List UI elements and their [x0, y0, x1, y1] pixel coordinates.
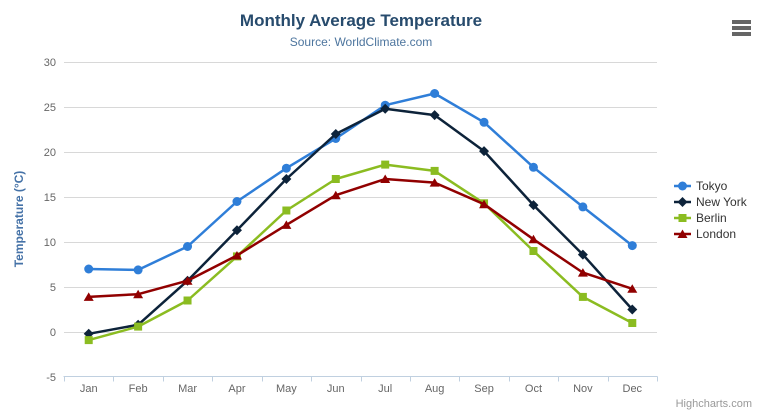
- data-point-marker[interactable]: [429, 178, 440, 187]
- data-point-marker[interactable]: [183, 296, 192, 305]
- x-axis-tick-label: Sep: [474, 383, 494, 395]
- series-line: [87, 163, 634, 342]
- data-point-marker[interactable]: [577, 249, 588, 260]
- data-point-marker[interactable]: [281, 174, 292, 184]
- legend-item-new-york[interactable]: New York: [674, 194, 747, 210]
- legend: Tokyo New York Berlin London: [674, 178, 747, 242]
- diamond-legend-icon: [674, 197, 691, 207]
- data-point-marker[interactable]: [381, 160, 390, 169]
- square-legend-marker-icon: [678, 214, 687, 222]
- y-axis-tick-label: 30: [44, 57, 56, 69]
- data-point-marker[interactable]: [528, 234, 539, 244]
- data-point-marker[interactable]: [231, 251, 242, 260]
- circle-legend-marker-icon: [678, 181, 687, 191]
- x-axis-tick-label: Oct: [525, 383, 542, 395]
- legend-label: Tokyo: [696, 179, 728, 193]
- x-axis-tick-label: Jul: [378, 383, 392, 395]
- data-point-marker[interactable]: [133, 289, 144, 299]
- series-line: [87, 92, 634, 272]
- triangle-legend-marker-icon: [677, 229, 688, 238]
- data-point-marker[interactable]: [232, 197, 242, 206]
- data-point-marker[interactable]: [479, 117, 489, 127]
- legend-item-berlin[interactable]: Berlin: [674, 210, 747, 226]
- x-axis-tick-label: Feb: [129, 383, 148, 395]
- data-point-marker[interactable]: [627, 304, 638, 315]
- data-point-marker[interactable]: [134, 322, 143, 331]
- data-point-marker[interactable]: [429, 110, 440, 121]
- data-point-marker[interactable]: [430, 166, 439, 175]
- data-point-marker[interactable]: [133, 265, 143, 275]
- hamburger-icon: [732, 32, 751, 36]
- data-point-marker[interactable]: [578, 292, 587, 301]
- data-point-marker[interactable]: [627, 284, 638, 293]
- x-axis-tick-label: Apr: [228, 383, 245, 395]
- series-new-york: [83, 103, 638, 339]
- data-point-marker[interactable]: [183, 242, 193, 251]
- data-point-marker[interactable]: [380, 174, 391, 184]
- series-line: [87, 107, 634, 336]
- data-point-marker[interactable]: [628, 319, 637, 327]
- chart-title: Monthly Average Temperature: [239, 11, 483, 30]
- highcharts-credit-link[interactable]: Highcharts.com: [675, 398, 752, 410]
- data-point-marker[interactable]: [84, 264, 94, 274]
- data-point-marker[interactable]: [627, 241, 637, 251]
- y-axis-tick-label: 20: [44, 147, 56, 159]
- y-axis-tick-label: 25: [44, 102, 56, 114]
- y-axis-title: Temperature (°C): [12, 170, 26, 268]
- series-tokyo: [84, 89, 637, 275]
- data-point-marker[interactable]: [84, 336, 93, 345]
- y-axis-tick-label: 10: [44, 237, 56, 249]
- chart-subtitle: Source: WorldClimate.com: [289, 35, 433, 49]
- hamburger-icon: [732, 20, 751, 24]
- x-axis-tick-label: May: [276, 383, 297, 395]
- data-point-marker[interactable]: [83, 292, 94, 301]
- series-line: [87, 177, 634, 299]
- x-axis-tick-label: Nov: [573, 383, 593, 395]
- x-axis-tick-label: Jun: [327, 383, 345, 395]
- data-point-marker[interactable]: [479, 199, 490, 209]
- y-axis-tick-label: 5: [50, 282, 56, 294]
- legend-item-london[interactable]: London: [674, 226, 747, 242]
- y-axis-tick-label: 15: [44, 192, 56, 204]
- legend-label: Berlin: [696, 211, 727, 225]
- data-point-marker[interactable]: [430, 89, 440, 98]
- square-legend-icon: [674, 214, 691, 222]
- data-point-marker[interactable]: [479, 146, 490, 157]
- data-point-marker[interactable]: [529, 247, 538, 255]
- data-point-marker[interactable]: [330, 129, 341, 139]
- x-axis-tick-label: Aug: [425, 383, 445, 395]
- data-point-marker[interactable]: [231, 225, 242, 236]
- export-menu-button[interactable]: [732, 20, 751, 36]
- data-point-marker[interactable]: [282, 206, 291, 215]
- circle-legend-icon: [674, 181, 691, 191]
- diamond-legend-marker-icon: [677, 197, 688, 207]
- data-point-marker[interactable]: [330, 190, 341, 200]
- data-point-marker[interactable]: [528, 200, 539, 211]
- legend-label: London: [696, 227, 737, 241]
- data-point-marker[interactable]: [380, 103, 391, 114]
- hamburger-icon: [732, 26, 751, 30]
- y-axis-tick-label: -5: [46, 372, 56, 384]
- triangle-legend-icon: [674, 229, 691, 238]
- legend-label: New York: [696, 195, 747, 209]
- x-axis-tick-label: Jan: [80, 383, 98, 395]
- y-axis-tick-label: 0: [50, 327, 56, 339]
- data-point-marker[interactable]: [577, 268, 588, 277]
- data-point-marker[interactable]: [281, 163, 291, 173]
- legend-item-tokyo[interactable]: Tokyo: [674, 178, 747, 194]
- data-point-marker[interactable]: [182, 276, 193, 285]
- data-point-marker[interactable]: [578, 202, 588, 212]
- x-axis-tick-label: Dec: [623, 383, 643, 395]
- data-point-marker[interactable]: [528, 162, 538, 172]
- data-point-marker[interactable]: [281, 220, 292, 229]
- x-axis-tick-label: Mar: [178, 383, 197, 395]
- data-point-marker[interactable]: [331, 175, 340, 183]
- series-london: [83, 174, 638, 301]
